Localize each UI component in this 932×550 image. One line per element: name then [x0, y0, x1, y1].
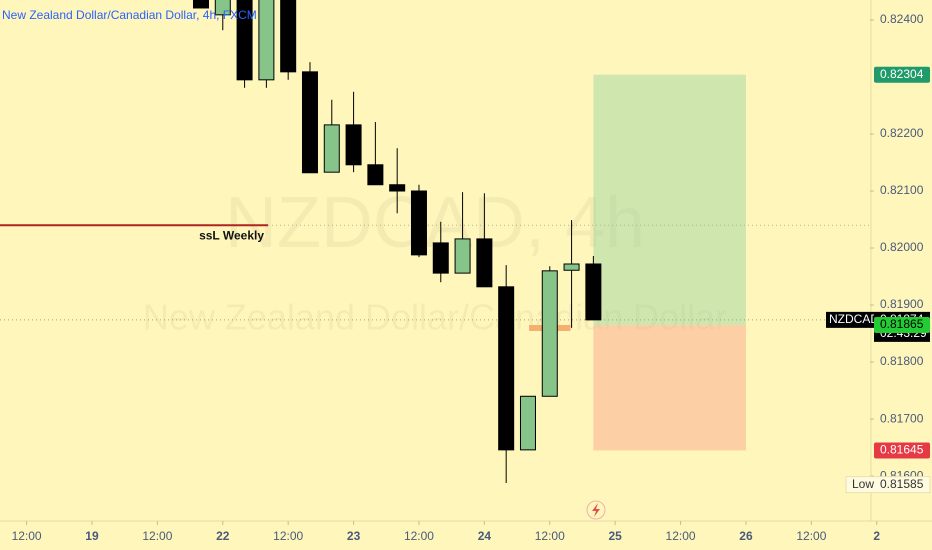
y-tick-label: 0.81800	[880, 354, 924, 368]
target-tag: 0.82304	[880, 67, 924, 81]
entry-tag: 0.81865	[880, 317, 924, 331]
x-tick-label: 12:00	[666, 529, 696, 543]
x-tick-label: 25	[608, 529, 622, 543]
x-tick-label: 2	[873, 529, 880, 543]
replay-icon[interactable]	[586, 500, 606, 520]
y-tick-label: 0.82000	[880, 240, 924, 254]
candle-body	[258, 0, 275, 81]
x-tick-label: 12:00	[142, 529, 172, 543]
candle-body	[367, 164, 384, 186]
candle-body	[563, 263, 580, 271]
candle-body	[214, 0, 231, 16]
symbol-tag: NZDCAD	[829, 312, 879, 326]
candle-body	[585, 263, 602, 321]
candle-body	[476, 238, 493, 288]
low-tag-bg	[845, 476, 931, 494]
x-tick-label: 23	[347, 529, 361, 543]
x-tick-label: 22	[216, 529, 230, 543]
x-tick-label: 12:00	[404, 529, 434, 543]
symbol-tag-bg	[826, 311, 874, 328]
x-tick-label: 12:00	[535, 529, 565, 543]
target-tag-bg	[874, 66, 930, 83]
chart-title: New Zealand Dollar/Canadian Dollar, 4h, …	[2, 8, 257, 22]
y-tick-label: 0.81700	[880, 411, 924, 425]
candle-body	[432, 242, 449, 274]
low-value: 0.81585	[880, 477, 924, 491]
x-tick-label: 19	[85, 529, 99, 543]
y-tick-label: 0.82400	[880, 12, 924, 26]
x-tick-label: 12:00	[12, 529, 42, 543]
candle-body	[236, 0, 253, 81]
candle-body	[541, 270, 558, 397]
target-zone	[593, 74, 746, 325]
stop-tag-bg	[874, 442, 930, 459]
y-tick-label: 0.81900	[880, 297, 924, 311]
x-tick-label: 12:00	[796, 529, 826, 543]
candle-body	[519, 395, 536, 451]
y-tick-label: 0.82100	[880, 183, 924, 197]
y-tick-label: 0.82200	[880, 126, 924, 140]
x-tick-label: 26	[739, 529, 753, 543]
candle-body	[323, 124, 340, 173]
candle-body	[301, 71, 318, 174]
stop-tag: 0.81645	[880, 443, 924, 457]
stop-zone	[593, 325, 746, 451]
candle-body	[345, 124, 362, 166]
candle-body	[410, 190, 427, 256]
level-label: ssL Weekly	[199, 228, 264, 242]
x-tick-label: 24	[478, 529, 492, 543]
candle-body	[280, 0, 297, 73]
candle-body	[192, 0, 209, 9]
entry-tag-bg	[874, 317, 930, 333]
candle-body	[498, 286, 515, 451]
candle-body	[389, 184, 406, 192]
candle-body	[454, 238, 471, 274]
low-label: Low	[852, 477, 874, 491]
x-tick-label: 12:00	[273, 529, 303, 543]
